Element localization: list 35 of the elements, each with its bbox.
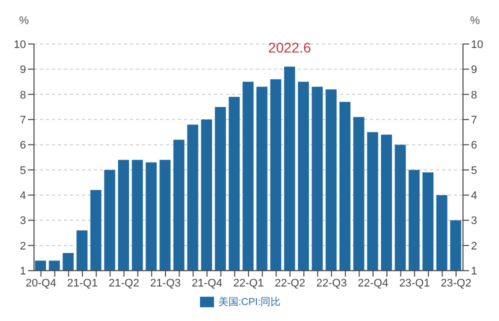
y-tick-label: 6 <box>20 140 26 152</box>
y2-tick-label: 9 <box>471 64 478 76</box>
x-tick-label: 21-Q1 <box>67 277 98 290</box>
x-tick-label: 23-Q1 <box>399 277 430 290</box>
y-tick-label: 5 <box>20 164 26 177</box>
x-tick-label: 22-Q3 <box>316 277 347 290</box>
y-tick-label: 10 <box>14 38 26 51</box>
y-tick-label: 8 <box>20 89 26 102</box>
y2-axis-title: % <box>470 15 480 27</box>
y-tick-label: 2 <box>20 240 26 252</box>
y-tick-label: 7 <box>20 114 26 126</box>
x-tick-label: 21-Q2 <box>108 277 140 290</box>
y2-tick-label: 3 <box>471 215 478 228</box>
x-tick-label: 23-Q2 <box>440 277 472 290</box>
y-tick-label: 4 <box>20 190 26 202</box>
y2-tick-label: 7 <box>471 114 478 126</box>
y2-tick-label: 2 <box>471 240 478 252</box>
y-tick-label: 9 <box>20 64 26 76</box>
y2-tick-label: 8 <box>471 89 478 102</box>
x-tick-label: 21-Q3 <box>150 277 181 290</box>
x-tick-label: 22-Q1 <box>233 277 264 290</box>
y2-tick-label: 6 <box>471 140 478 152</box>
x-tick-label: 20-Q4 <box>26 277 56 290</box>
y2-tick-label: 1 <box>471 266 478 278</box>
legend-label: 美国:CPI:同比 <box>218 296 281 308</box>
y-axis-title: % <box>19 15 30 27</box>
y2-tick-label: 5 <box>471 164 478 177</box>
x-tick-label: 21-Q4 <box>192 277 222 290</box>
x-tick-label: 22-Q4 <box>358 277 388 290</box>
y2-tick-label: 4 <box>471 190 478 202</box>
annotation: 2022.6 <box>268 40 312 56</box>
y2-tick-label: 10 <box>471 38 484 51</box>
y-tick-label: 3 <box>20 215 26 228</box>
y-tick-label: 1 <box>20 266 26 278</box>
x-tick-label: 22-Q2 <box>274 277 306 290</box>
